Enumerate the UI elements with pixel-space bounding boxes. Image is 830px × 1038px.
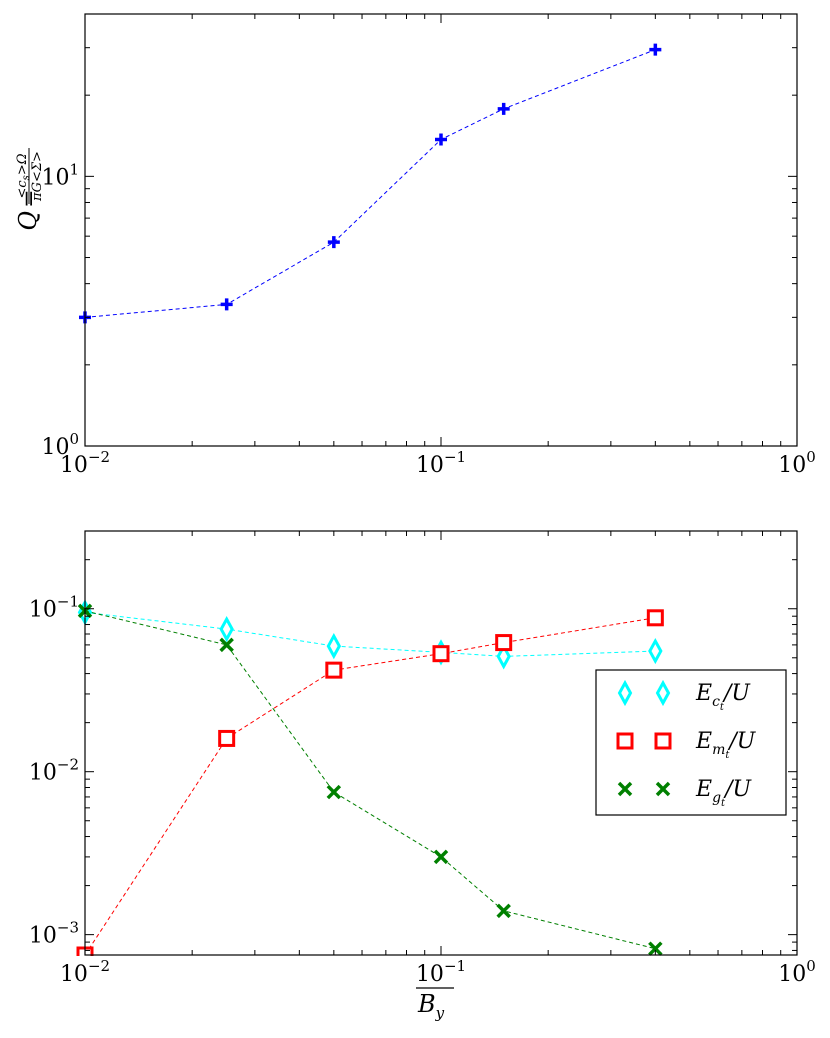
data-point-plus [220, 298, 233, 311]
top-plot-frame [84, 13, 798, 447]
data-point-plus [327, 236, 340, 249]
legend-marker-diamond [655, 679, 671, 707]
series-q [79, 43, 662, 324]
data-point-diamond [496, 643, 511, 670]
data-point-square [495, 634, 513, 652]
legend-marker-x [617, 781, 633, 797]
q-vs-by-panel: 10−2 10−1 100 100 101 Q= <cs>Ω πG<Σ> [14, 13, 816, 478]
q-series [79, 43, 662, 324]
svg-text:By: By [417, 990, 445, 1022]
data-point-x [496, 903, 511, 919]
data-point-diamond [648, 637, 663, 665]
energy-series [76, 599, 664, 956]
data-point-plus [649, 43, 662, 56]
data-point-plus [435, 133, 447, 146]
legend-label: Emt/U [695, 729, 757, 761]
legend-marker-x [655, 781, 671, 797]
y-tick-label: 101 [41, 160, 79, 190]
series-e-mt-u [76, 609, 664, 956]
legend-label: Ect/U [695, 681, 751, 713]
q-axis-label: Q= [14, 189, 42, 230]
legend-entry: Ect/U [617, 679, 751, 713]
y-tick-label: 10−2 [29, 756, 79, 786]
y-tick-label: 100 [41, 430, 79, 460]
data-point-x [219, 637, 234, 653]
x-tick-label: 10−1 [416, 448, 466, 478]
x-tick-label: 10−1 [416, 957, 466, 987]
bottom-axis-ticks [84, 530, 797, 955]
data-point-diamond [219, 615, 234, 643]
y-tick-label: 10−3 [29, 919, 79, 949]
data-point-square [218, 729, 236, 747]
bottom-tick-labels: 10−2 10−1 100 10−3 10−2 10−1 [29, 593, 816, 987]
legend-marker-square [616, 732, 634, 750]
series-line [84, 617, 656, 956]
data-point-plus [497, 102, 510, 115]
data-point-x [433, 849, 449, 865]
legend: Ect/U Emt/U Egt/U [595, 669, 787, 816]
q-axis-fraction-num: <cs>Ω [15, 153, 32, 198]
series-e-gt-u [77, 603, 663, 956]
q-axis-fraction-den: πG<Σ> [30, 151, 45, 202]
data-point-square [432, 645, 450, 663]
x-tick-label: 100 [778, 448, 816, 478]
legend-marker-square [654, 732, 672, 750]
series-line [84, 49, 656, 318]
data-point-x [326, 784, 342, 800]
y-tick-label: 10−1 [29, 593, 79, 623]
data-point-square [325, 661, 343, 679]
series-e-ct-u [77, 599, 663, 670]
data-point-x [648, 941, 663, 956]
legend-entry: Egt/U [617, 777, 752, 809]
data-point-diamond [326, 632, 342, 660]
data-point-square [646, 609, 664, 627]
top-axis-ticks [84, 13, 797, 447]
x-tick-label: 100 [778, 957, 816, 987]
by-axis-label: By [416, 987, 454, 1022]
legend-entry: Emt/U [616, 729, 757, 761]
series-line [84, 610, 656, 950]
top-tick-labels: 10−2 10−1 100 100 101 [41, 160, 815, 478]
legend-label: Egt/U [695, 777, 752, 809]
series-line [84, 611, 656, 657]
x-tick-label: 10−2 [60, 448, 110, 478]
legend-marker-diamond [617, 679, 633, 707]
energy-ratio-panel: 10−2 10−1 100 10−3 10−2 10−1 By Ect/U Emt/U Egt… [29, 530, 816, 1022]
x-tick-label: 10−2 [60, 957, 110, 987]
